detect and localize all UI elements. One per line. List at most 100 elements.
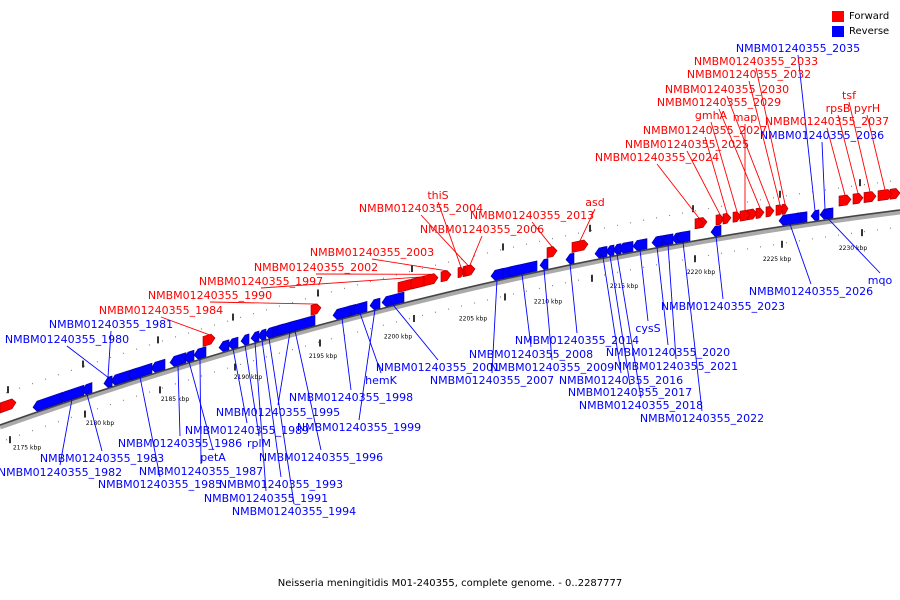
gene-label: tsf (842, 89, 857, 102)
label-leader-line (748, 80, 781, 205)
label-leader-line (254, 342, 267, 492)
label-leader-line (682, 241, 703, 412)
label-leader-line (420, 214, 469, 266)
gene-arrow-reverse (612, 243, 622, 255)
gene-label: NMBM01240355_2037 (765, 115, 889, 128)
gene-label: NMBM01240355_2026 (749, 285, 873, 298)
label-leader-line (177, 365, 181, 437)
gene-arrow-reverse (381, 291, 405, 307)
gene-label: NMBM01240355_1984 (99, 304, 223, 317)
label-leader-line (827, 218, 881, 274)
gene-arrow-forward (765, 205, 775, 218)
gene-arrow-forward (877, 189, 893, 202)
label-leader-line (848, 101, 871, 192)
gene-label: NMBM01240355_1983 (40, 452, 164, 465)
label-leader-line (821, 141, 826, 210)
minor-ticks (5, 179, 892, 444)
scale-tick-label: 2200 kbp (384, 334, 412, 341)
gene-label: NMBM01240355_2018 (579, 399, 703, 412)
gene-arrow-forward (546, 246, 558, 259)
label-leader-line (569, 263, 578, 334)
gene-label: NMBM01240355_2029 (657, 96, 781, 109)
legend-label-forward: Forward (849, 11, 890, 22)
gene-label: NMBM01240355_2027 (643, 124, 767, 137)
gene-arrow-reverse (274, 314, 316, 336)
gene-arrow-reverse (193, 346, 207, 360)
gene-arrow-reverse (539, 258, 549, 270)
label-leader-line (656, 246, 669, 346)
gene-label: NMBM01240355_1993 (219, 478, 343, 491)
gene-arrow-reverse (651, 235, 663, 248)
gene-arrow-reverse (778, 212, 802, 226)
scale-tick-label: 2215 kbp (610, 283, 638, 290)
label-leader-line (469, 235, 483, 266)
gene-arrow-reverse (490, 268, 504, 281)
gene-label: NMBM01240355_2014 (515, 334, 639, 347)
gene-arrow-forward (852, 192, 864, 205)
label-leader-lines (59, 54, 886, 505)
legend-swatch-reverse (832, 26, 844, 37)
gene-arrow-reverse (810, 209, 820, 221)
gene-label: NMBM01240355_1997 (199, 275, 323, 288)
gene-arrow-forward (781, 203, 789, 215)
label-leader-line (826, 127, 846, 196)
gene-arrow-forward (310, 303, 322, 316)
label-leader-line (667, 244, 677, 360)
label-leader-line (531, 221, 553, 247)
gene-label: NMBM01240355_2009 (490, 361, 614, 374)
gene-labels: NMBM01240355_1980NMBM01240355_1981NMBM01… (0, 42, 892, 518)
scale-ticks: 2175 kbp 2180 kbp 2185 kbp 2190 kbp 2195 kbp… (13, 245, 867, 451)
label-leader-line (543, 269, 553, 361)
label-leader-line (371, 258, 447, 272)
gene-label: pyrH (854, 102, 880, 115)
gene-label: NMBM01240355_1982 (0, 466, 122, 479)
gene-arrow-forward (571, 239, 589, 253)
label-leader-line (199, 358, 202, 465)
gene-label: NMBM01240355_1989 (185, 424, 309, 437)
gene-label: gmhA (695, 109, 728, 122)
label-leader-line (294, 330, 322, 451)
label-leader-line (715, 236, 724, 300)
label-leader-line (616, 254, 642, 399)
gene-label: NMBM01240355_2017 (568, 386, 692, 399)
gene-label: NMBM01240355_1999 (297, 421, 421, 434)
label-leader-line (602, 257, 622, 374)
gene-arrow-reverse (662, 233, 674, 246)
scale-tick-label: 2230 kbp (839, 245, 867, 252)
gene-label: NMBM01240355_2023 (661, 300, 785, 313)
gene-label: NMBM01240355_2007 (430, 374, 554, 387)
gene-label: NMBM01240355_2025 (625, 138, 749, 151)
scale-tick-label: 2225 kbp (763, 256, 791, 263)
gene-arrow (150, 358, 166, 373)
gene-label: NMBM01240355_2020 (606, 346, 730, 359)
label-leader-line (704, 136, 728, 214)
gene-label: NMBM01240355_1981 (49, 318, 173, 331)
gene-arrow-reverse (127, 362, 153, 380)
gene-label: NMBM01240355_1980 (5, 333, 129, 346)
gene-arrow-reverse (227, 336, 239, 350)
gene-label: NMBM01240355_1990 (148, 289, 272, 302)
legend: Forward Reverse (832, 9, 892, 39)
label-leader-line (710, 121, 738, 212)
gene-label: NMBM01240355_2004 (359, 202, 483, 215)
gene-arrow-forward (423, 273, 439, 287)
gene-label: NMBM01240355_1994 (232, 505, 356, 518)
gene-label: NMBM01240355_2001 (376, 361, 500, 374)
gene-arrow-reverse (352, 301, 368, 315)
label-leader-line (268, 338, 295, 505)
gene-arrow-forward (440, 270, 452, 283)
gene-label: NMBM01240355_2030 (665, 83, 789, 96)
label-leader-line (232, 348, 248, 424)
gene-arrow (889, 188, 900, 200)
gene-arrow-forward (715, 214, 725, 226)
gene-label: NMBM01240355_1987 (139, 465, 263, 478)
gene-label: NMBM01240355_2022 (640, 412, 764, 425)
gene-label: NMBM01240355_2008 (469, 348, 593, 361)
gene-arrow-reverse (264, 326, 274, 339)
label-leader-line (358, 309, 376, 421)
gene-arrow-forward (694, 217, 704, 230)
gene-label: hemK (365, 374, 397, 387)
gene-label: NMBM01240355_2033 (694, 55, 818, 68)
gene-arrow-forward (202, 333, 216, 347)
legend-label-reverse: Reverse (849, 26, 890, 37)
